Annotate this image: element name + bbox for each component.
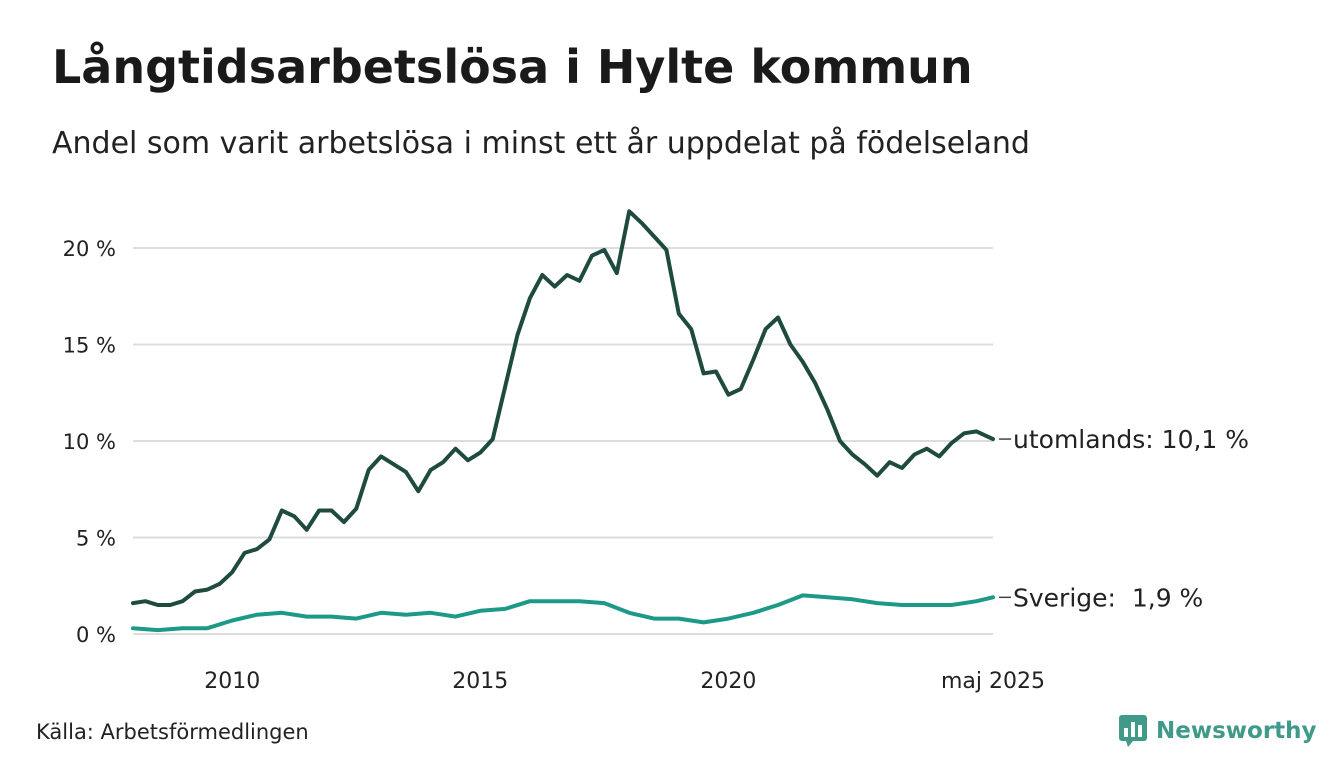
chart-title: Långtidsarbetslösa i Hylte kommun [52,40,973,94]
x-tick-label: maj 2025 [941,669,1045,694]
bar-chart-logo-icon [1119,715,1147,747]
y-tick-label: 20 % [63,237,116,261]
series-line-sverige [131,593,995,633]
y-tick-label: 0 % [76,623,116,647]
y-tick-label: 15 % [63,334,116,358]
end-label-sverige: Sverige: 1,9 % [1013,583,1203,612]
newsworthy-logo: Newsworthy [1118,714,1317,748]
y-tick-label: 10 % [63,430,116,454]
series-line-utomlands [131,209,995,607]
end-label-utomlands: utomlands: 10,1 % [1013,425,1249,454]
y-tick-label: 5 % [76,527,116,551]
x-tick-label: 2015 [452,669,508,694]
grid-lines [133,247,993,635]
chart-subtitle: Andel som varit arbetslösa i minst ett å… [52,126,1030,161]
brand-name: Newsworthy [1156,718,1317,744]
series-end-labels: utomlands: 10,1 % Sverige: 1,9 % [999,425,1249,612]
source-note: Källa: Arbetsförmedlingen [36,720,309,744]
y-axis: 0 % 5 % 10 % 15 % 20 % [63,237,116,647]
x-tick-label: 2010 [204,669,260,694]
x-tick-label: 2020 [700,669,756,694]
line-chart: 0 %5 %10 %15 %20 % 2010 2015 2020 maj 2025 … [63,209,1249,694]
series-lines [131,209,995,633]
x-axis: 2010 2015 2020 maj 2025 [204,669,1045,694]
